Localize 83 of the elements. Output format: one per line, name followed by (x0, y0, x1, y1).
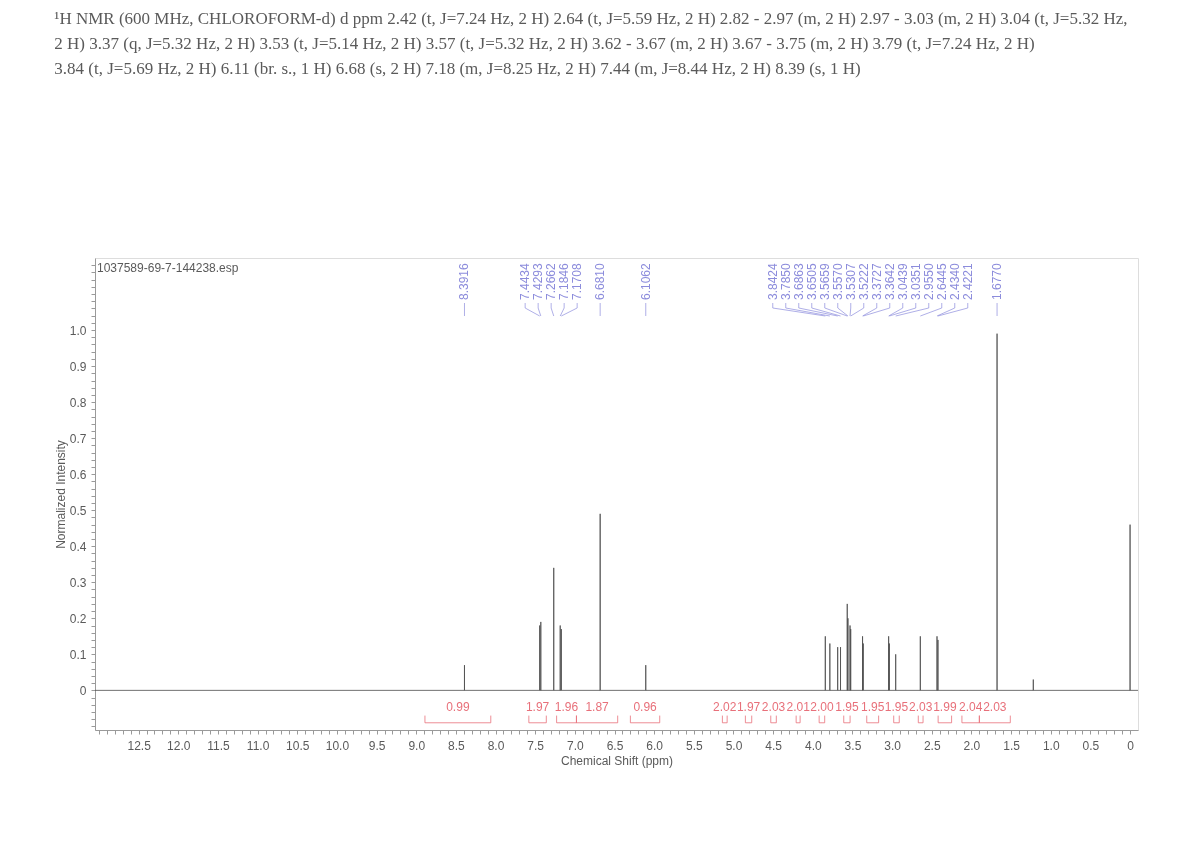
x-tick-label: 9.5 (368, 738, 386, 753)
annotation: 3.7850 (778, 262, 793, 300)
annotation: 7.4293 (531, 262, 546, 300)
x-tick-label: 5.0 (725, 738, 743, 753)
y-tick-label: 0.2 (69, 611, 87, 626)
annotation: 2.03 (909, 699, 933, 714)
x-tick-label: 4.0 (804, 738, 822, 753)
annotation: 1.97 (525, 699, 550, 714)
annotation: 2.4340 (947, 262, 962, 300)
y-tick-label: 0 (79, 683, 87, 698)
annotation: 2.9550 (921, 262, 936, 300)
annotation: 3.5222 (856, 262, 871, 300)
annotation: 7.4434 (518, 262, 533, 300)
annotation: 2.00 (810, 699, 834, 714)
x-tick-label: 4.5 (765, 738, 783, 753)
annotation: 3.6863 (791, 262, 806, 300)
annotation: 3.6505 (804, 262, 819, 300)
y-tick-label: 0.8 (69, 395, 87, 410)
chart-title: ¹H NMR (600 MHz, CHLOROFORM-d) d ppm 2.42 (t, J=7.24 Hz, 2 H) 2.64 (t, J=5.59 Hz, 2 H) 2.82 - 2.97 (m, 2 H) 2.97 - 3.03 (m, 2 H) 3.04 (t, J=5.32 Hz, 2 H) 3.37 (q, J=5.32 Hz, 2 H) 3.53 (t, J=5.14 Hz, 2 H) 3.57 (t, J=5.32 Hz, 2 H) 3.62 - 3.67 (m, 2 H) 3.67 - 3.75 (m, 2 H) 3.79 (t, J=7.24 Hz, 2 H) 3.84 (t, J=5.69 Hz, 2 H) 6.11 (br. s., 1 H) 6.68 (s, 2 H) 7.18 (m, J=8.25 Hz, 2 H) 7.44 (m, J=8.44 Hz, 2 H) 8.39 (s, 1 H) (54, 9, 1128, 78)
annotation: 2.01 (786, 699, 811, 714)
y-tick-label: 0.4 (69, 539, 87, 554)
x-tick-label: 6.0 (646, 738, 664, 753)
x-tick-label: 8.5 (448, 738, 466, 753)
x-tick-label: 9.0 (408, 738, 426, 753)
x-tick-label: 10.0 (325, 738, 350, 753)
annotation: 1.96 (554, 699, 579, 714)
x-tick-label: 3.0 (884, 738, 902, 753)
x-tick-label: 8.0 (487, 738, 505, 753)
y-axis-title: Normalized Intensity (53, 440, 68, 549)
x-tick-label: 2.5 (923, 738, 941, 753)
annotation: 2.03 (761, 699, 786, 714)
annotation: 3.5570 (830, 262, 845, 300)
annotation: 0.99 (446, 699, 470, 714)
annotation: 1.87 (585, 699, 610, 714)
x-tick-label: 0.5 (1082, 738, 1100, 753)
annotation: 1.6770 (990, 262, 1005, 300)
x-tick-label: 6.5 (606, 738, 624, 753)
annotation: 2.02 (713, 699, 737, 714)
x-tick-label: 7.5 (527, 738, 545, 753)
x-tick-label: 12.0 (167, 738, 191, 753)
y-tick-label: 1.0 (69, 323, 87, 338)
annotation: 1.95 (835, 699, 859, 714)
x-tick-label: 1.0 (1042, 738, 1060, 753)
annotation: 7.1846 (557, 262, 572, 300)
x-tick-label: 5.5 (685, 738, 703, 753)
annotation: 3.5659 (817, 262, 832, 300)
annotation: 1.95 (884, 699, 909, 714)
annotation: 3.8424 (765, 262, 780, 300)
y-tick-label: 0.9 (69, 359, 87, 374)
annotation: 3.5307 (843, 262, 858, 300)
annotation: 3.0439 (895, 262, 910, 300)
y-tick-label: 0.3 (69, 575, 87, 590)
annotation: 1.95 (861, 699, 885, 714)
y-tick-label: 0.6 (69, 467, 87, 482)
annotation: 0.96 (633, 699, 658, 714)
x-tick-label: 11.0 (246, 738, 270, 753)
y-tick-label: 0.1 (69, 647, 87, 662)
annotation: 3.3642 (882, 262, 897, 300)
annotation: 3.0351 (908, 262, 923, 300)
annotation: 7.2662 (544, 262, 559, 300)
x-tick-label: 11.5 (207, 738, 230, 753)
x-tick-label: 1.5 (1003, 738, 1021, 753)
annotation: 2.03 (983, 699, 1007, 714)
y-tick-label: 0.5 (69, 503, 87, 518)
annotation: 7.1708 (570, 262, 585, 300)
x-tick-label: 3.5 (844, 738, 862, 753)
x-tick-label: 2.0 (963, 738, 981, 753)
x-tick-label: 10.5 (286, 738, 310, 753)
x-axis-title: Chemical Shift (ppm) (560, 753, 674, 768)
x-tick-label: 12.5 (127, 738, 152, 753)
annotation: 2.04 (958, 699, 983, 714)
x-tick-label: 0 (1127, 738, 1135, 753)
x-tick-label: 7.0 (567, 738, 585, 753)
annotation: 6.6810 (593, 262, 608, 300)
annotation: 1.99 (933, 699, 957, 714)
annotation: 1037589-69-7-144238.esp (97, 261, 239, 275)
y-tick-label: 0.7 (69, 431, 87, 446)
annotation: 2.4221 (960, 262, 975, 300)
annotation: 8.3916 (457, 262, 472, 300)
annotation: 3.3727 (869, 262, 884, 300)
annotation: 2.6445 (934, 262, 949, 300)
annotation: 6.1062 (638, 262, 653, 300)
annotation: 1.97 (736, 699, 761, 714)
